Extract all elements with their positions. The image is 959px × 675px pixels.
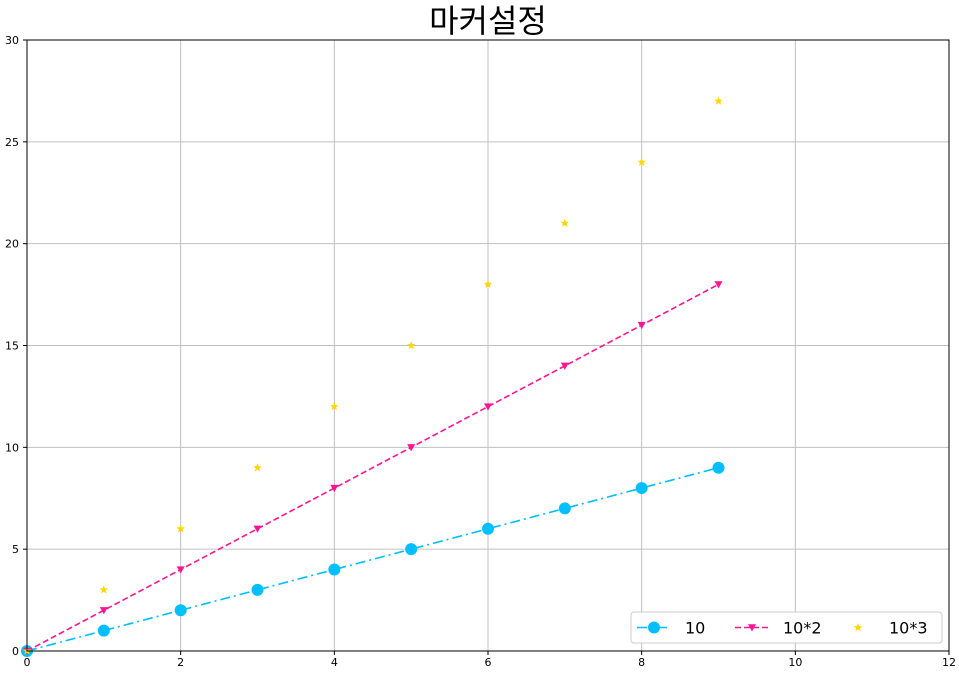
legend: 10 10*2 10*3 xyxy=(630,611,943,644)
legend-item: 10 xyxy=(637,619,705,638)
y-tick-label: 20 xyxy=(5,238,19,251)
data-point xyxy=(484,403,492,411)
data-point xyxy=(405,543,418,556)
plot-frame xyxy=(26,39,950,652)
data-point xyxy=(712,461,725,474)
legend-label: 10 xyxy=(685,619,705,638)
y-tick-label: 25 xyxy=(5,136,19,149)
x-tick-label: 0 xyxy=(24,656,31,669)
legend-label: 10*3 xyxy=(889,619,928,638)
data-point xyxy=(560,218,570,227)
legend-item: 10*3 xyxy=(853,619,928,638)
series-line xyxy=(26,466,719,652)
x-tick-label: 2 xyxy=(177,656,184,669)
legend-box xyxy=(630,611,943,644)
legend-marker xyxy=(853,623,863,632)
data-point xyxy=(251,583,264,596)
series-1 xyxy=(21,461,725,657)
data-point xyxy=(97,624,110,637)
x-tick-label: 4 xyxy=(331,656,338,669)
data-point xyxy=(406,341,416,350)
data-point xyxy=(253,463,262,472)
data-point xyxy=(176,524,185,533)
series-layer xyxy=(21,96,725,657)
y-tick-label: 0 xyxy=(12,645,19,658)
series-3 xyxy=(22,96,723,655)
y-tick-label: 10 xyxy=(5,441,19,454)
data-point xyxy=(483,279,493,289)
data-point xyxy=(637,157,646,166)
x-tick-label: 6 xyxy=(485,656,492,669)
x-tick-label: 12 xyxy=(942,656,956,669)
data-point xyxy=(328,563,341,576)
data-point xyxy=(714,281,723,289)
data-point xyxy=(99,585,109,594)
data-point xyxy=(330,484,339,493)
grid xyxy=(26,39,950,652)
data-point xyxy=(253,525,262,533)
data-point xyxy=(407,444,416,452)
data-point xyxy=(330,402,339,411)
legend-item: 10*2 xyxy=(735,619,822,638)
chart-title: 마커설정 xyxy=(429,2,547,40)
data-point xyxy=(560,362,569,370)
y-tick-label: 15 xyxy=(5,340,19,353)
legend-marker xyxy=(648,621,660,634)
x-tick-label: 10 xyxy=(788,656,802,669)
data-point xyxy=(174,604,187,617)
data-point xyxy=(637,321,646,330)
data-point xyxy=(714,96,723,105)
x-tick-label: 8 xyxy=(638,656,645,669)
data-point xyxy=(99,607,108,615)
series-2 xyxy=(23,281,723,655)
y-tick-label: 30 xyxy=(5,34,19,47)
data-point xyxy=(558,502,571,515)
series-line xyxy=(26,283,719,652)
legend-label: 10*2 xyxy=(783,619,822,638)
data-point xyxy=(176,566,185,574)
legend-marker xyxy=(748,624,756,632)
axis-ticks: 0 2 4 6 8 10 12 0 5 10 15 20 25 30 xyxy=(5,34,956,669)
y-tick-label: 5 xyxy=(12,543,19,556)
data-point xyxy=(482,522,494,535)
data-point xyxy=(635,482,648,495)
